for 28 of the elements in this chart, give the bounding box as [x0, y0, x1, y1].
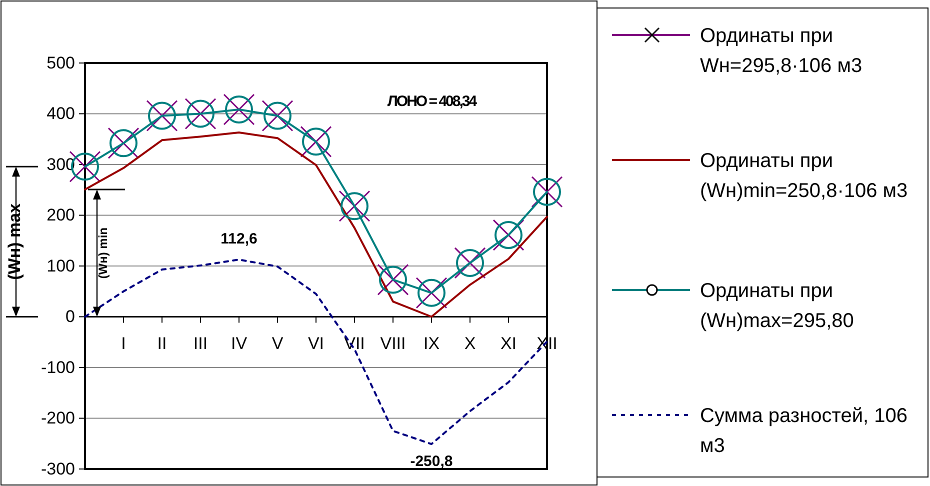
y-tick-label: 400 [46, 104, 75, 124]
legend-label: Ординаты при Wн=295,8·106 м3 [700, 25, 862, 77]
x-tick-label: VII [344, 334, 365, 353]
legend-label: Ординаты при (Wн)min=250,8·106 м3 [700, 150, 908, 202]
y-tick-label: 0 [66, 307, 75, 326]
y-tick-label: -200 [40, 408, 75, 428]
legend-label: Сумма разностей, 106 м3 [700, 405, 908, 457]
x-tick-label: IX [423, 334, 440, 353]
x-tick-label: VI [308, 334, 324, 353]
y-tick-label: 500 [46, 53, 75, 72]
y-tick-label: 200 [46, 206, 75, 225]
x-tick-label: IV [230, 334, 248, 353]
x-tick-label: X [464, 334, 476, 353]
y-tick-label: -100 [40, 358, 75, 377]
annotation: -250,8 [410, 453, 453, 470]
x-tick-label: III [193, 334, 208, 353]
y-tick-label: 100 [46, 256, 75, 276]
x-tick-label: VIII [380, 334, 406, 353]
y-tick-label: -300 [40, 459, 75, 478]
annotation: 112,6 [220, 230, 258, 248]
annotation: ЛОНО = 408,34 [387, 93, 478, 110]
x-tick-label: II [157, 334, 167, 353]
x-tick-label: I [121, 334, 126, 353]
legend-label: Ординаты при (Wн)max=295,80 [700, 280, 854, 332]
x-tick-label: XI [500, 334, 517, 353]
x-tick-label: V [272, 334, 284, 353]
annotation: (Wн) min [96, 227, 110, 279]
line-series [84, 132, 548, 318]
